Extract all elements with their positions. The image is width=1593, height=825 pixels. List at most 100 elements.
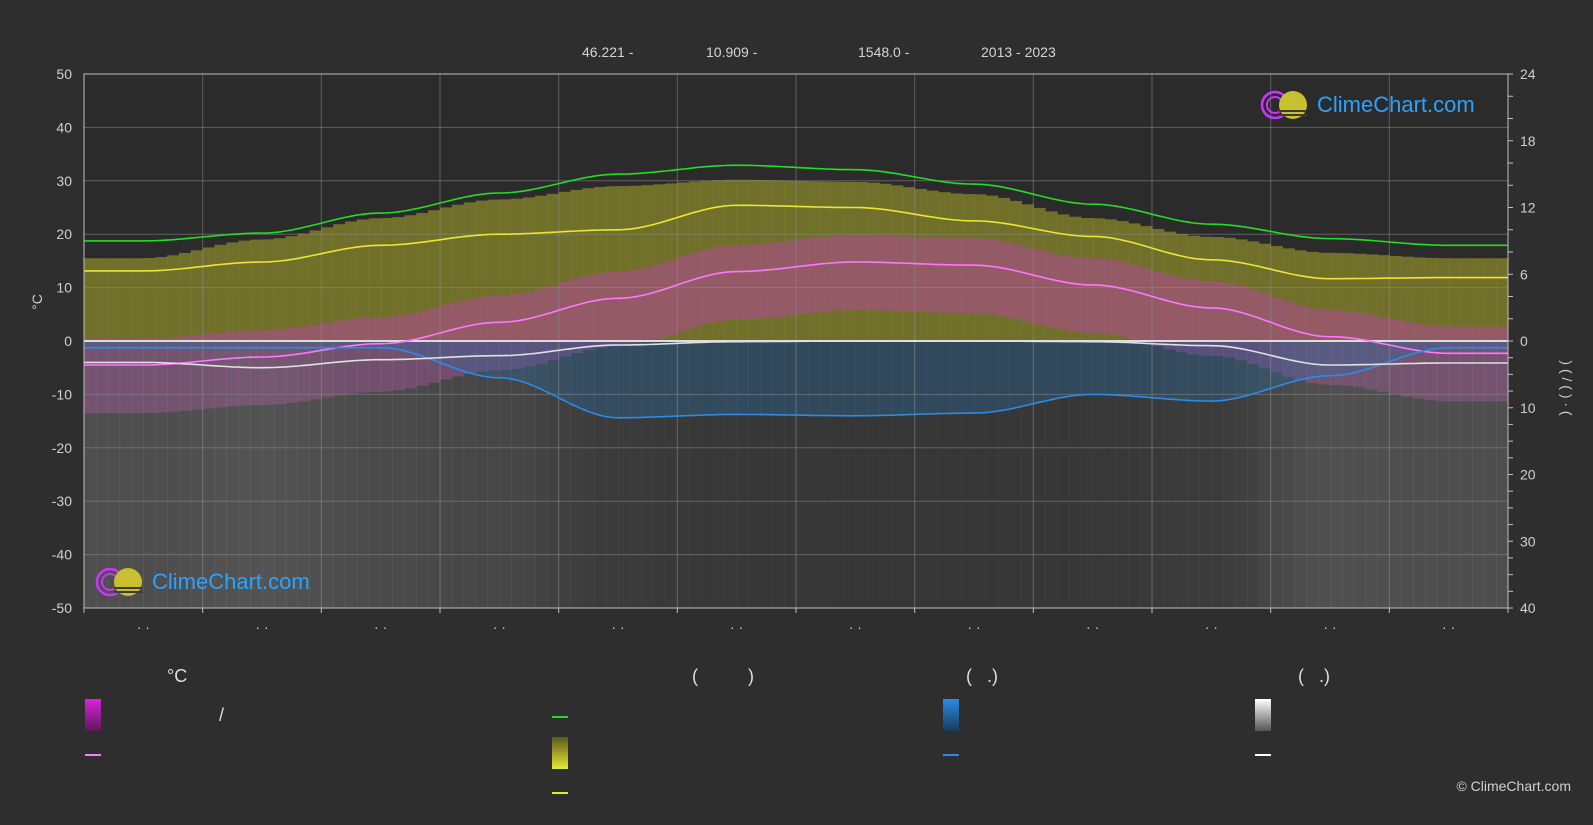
- sunshine-shade-bar: [167, 255, 180, 341]
- temp-range-bar: [950, 238, 963, 314]
- rain-shade-bar: [499, 341, 512, 379]
- temp-range-bar: [1092, 258, 1106, 334]
- legend-snow-head: ( .): [1298, 666, 1330, 686]
- rain-shade-bar: [1045, 341, 1058, 400]
- temp-range-bar: [1330, 310, 1343, 385]
- rain-shade-bar: [119, 341, 132, 348]
- snow-shade-bar: [475, 341, 488, 608]
- sunshine-shade-bar: [1116, 221, 1129, 341]
- snow-shade-bar: [1436, 341, 1450, 608]
- sunshine-shade-bar: [95, 258, 109, 341]
- snow-shade-bar: [712, 341, 726, 608]
- snow-shade-bar: [297, 341, 310, 608]
- snow-shade-bar: [84, 341, 97, 608]
- temp-range-bar: [1377, 317, 1390, 392]
- sunshine-shade-bar: [131, 258, 144, 341]
- left-tick-label: -40: [52, 547, 72, 563]
- snow-shade-bar: [1448, 341, 1462, 608]
- sunshine-shade-bar: [404, 215, 417, 341]
- rain-shade-bar: [1282, 341, 1295, 383]
- legend-sunshine-swatch: [552, 737, 568, 769]
- sunshine-shade-bar: [629, 185, 643, 341]
- rain-shade-bar: [440, 341, 453, 365]
- rain-shade-bar: [606, 341, 619, 418]
- snow-shade-bar: [321, 341, 334, 608]
- sunshine-shade-bar: [214, 244, 227, 341]
- temp-range-bar: [1353, 312, 1367, 388]
- rain-shade-bar: [1330, 341, 1343, 376]
- sunshine-shade-bar: [380, 218, 394, 341]
- logo-text: ClimeChart.com: [1317, 92, 1475, 117]
- sunshine-shade-bar: [1460, 258, 1473, 341]
- temp-range-bar: [416, 310, 429, 386]
- rain-shade-bar: [641, 341, 655, 418]
- temp-range-bar: [724, 245, 738, 320]
- right-hours-tick-label: 6: [1520, 266, 1528, 282]
- snow-shade-bar: [890, 341, 904, 608]
- temp-range-bar: [1389, 319, 1402, 395]
- right-hours-tick-label: 18: [1520, 133, 1536, 149]
- temp-range-bar: [404, 313, 417, 389]
- snow-shade-bar: [440, 341, 453, 608]
- sunshine-shade-bar: [1294, 250, 1307, 341]
- rain-shade-bar: [250, 341, 263, 348]
- temp-range-bar: [1448, 326, 1462, 402]
- x-tick-label: · ·: [849, 619, 862, 635]
- temp-range-bar: [380, 316, 394, 392]
- rain-shade-bar: [724, 341, 738, 415]
- legend-rain-swatch: [943, 699, 959, 731]
- temp-range-bar: [926, 237, 939, 313]
- temp-range-bar: [1246, 289, 1260, 365]
- snow-shade-bar: [1021, 341, 1034, 608]
- temp-range-bar: [594, 273, 607, 348]
- temp-range-bar: [1104, 259, 1117, 335]
- snow-shade-bar: [1484, 341, 1497, 608]
- snow-shade-bar: [1389, 341, 1402, 608]
- rain-shade-bar: [167, 341, 180, 348]
- temp-range-bar: [440, 304, 453, 380]
- left-tick-label: 40: [56, 119, 72, 135]
- snow-shade-bar: [451, 341, 465, 608]
- snow-shade-bar: [879, 341, 892, 608]
- rain-shade-bar: [962, 341, 975, 414]
- rain-shade-bar: [1211, 341, 1224, 401]
- sunshine-shade-bar: [807, 181, 821, 341]
- rain-shade-bar: [890, 341, 904, 416]
- sunshine-shade-bar: [1211, 236, 1224, 341]
- snow-shade-bar: [1223, 341, 1236, 608]
- snow-shade-bar: [1163, 341, 1177, 608]
- sunshine-shade-bar: [1389, 255, 1402, 341]
- sunshine-shade-bar: [1448, 258, 1462, 341]
- temp-range-bar: [974, 238, 987, 314]
- snow-shade-bar: [368, 341, 382, 608]
- temp-range-bar: [736, 244, 750, 320]
- right-hours-tick-label: 0: [1520, 333, 1528, 349]
- sunshine-shade-bar: [1068, 216, 1082, 341]
- snow-shade-bar: [226, 341, 239, 608]
- rain-shade-bar: [333, 341, 346, 348]
- sunshine-shade-bar: [1436, 258, 1450, 341]
- sunshine-shade-bar: [1199, 236, 1212, 341]
- rain-shade-bar: [570, 341, 583, 407]
- temp-range-bar: [641, 267, 655, 343]
- snow-shade-bar: [131, 341, 144, 608]
- snow-shade-bar: [1068, 341, 1082, 608]
- rain-shade-bar: [784, 341, 797, 415]
- legend-avg-temp-swatch: [85, 754, 101, 756]
- snow-shade-bar: [962, 341, 975, 608]
- sunshine-shade-bar: [1057, 214, 1070, 341]
- sunshine-shade-bar: [392, 217, 405, 341]
- snow-shade-bar: [499, 341, 512, 608]
- snow-shade-bar: [1045, 341, 1058, 608]
- temp-range-bar: [1116, 261, 1129, 337]
- temp-range-bar: [772, 242, 785, 317]
- snow-shade-bar: [985, 341, 999, 608]
- snow-shade-bar: [784, 341, 797, 608]
- rain-shade-bar: [582, 341, 595, 412]
- snow-shade-bar: [914, 341, 928, 608]
- rain-shade-bar: [178, 341, 192, 348]
- temp-range-bar: [879, 235, 892, 311]
- avg-temp-line: [84, 261, 1508, 366]
- rain-shade-bar: [487, 341, 500, 378]
- rain-shade-bar: [534, 341, 548, 389]
